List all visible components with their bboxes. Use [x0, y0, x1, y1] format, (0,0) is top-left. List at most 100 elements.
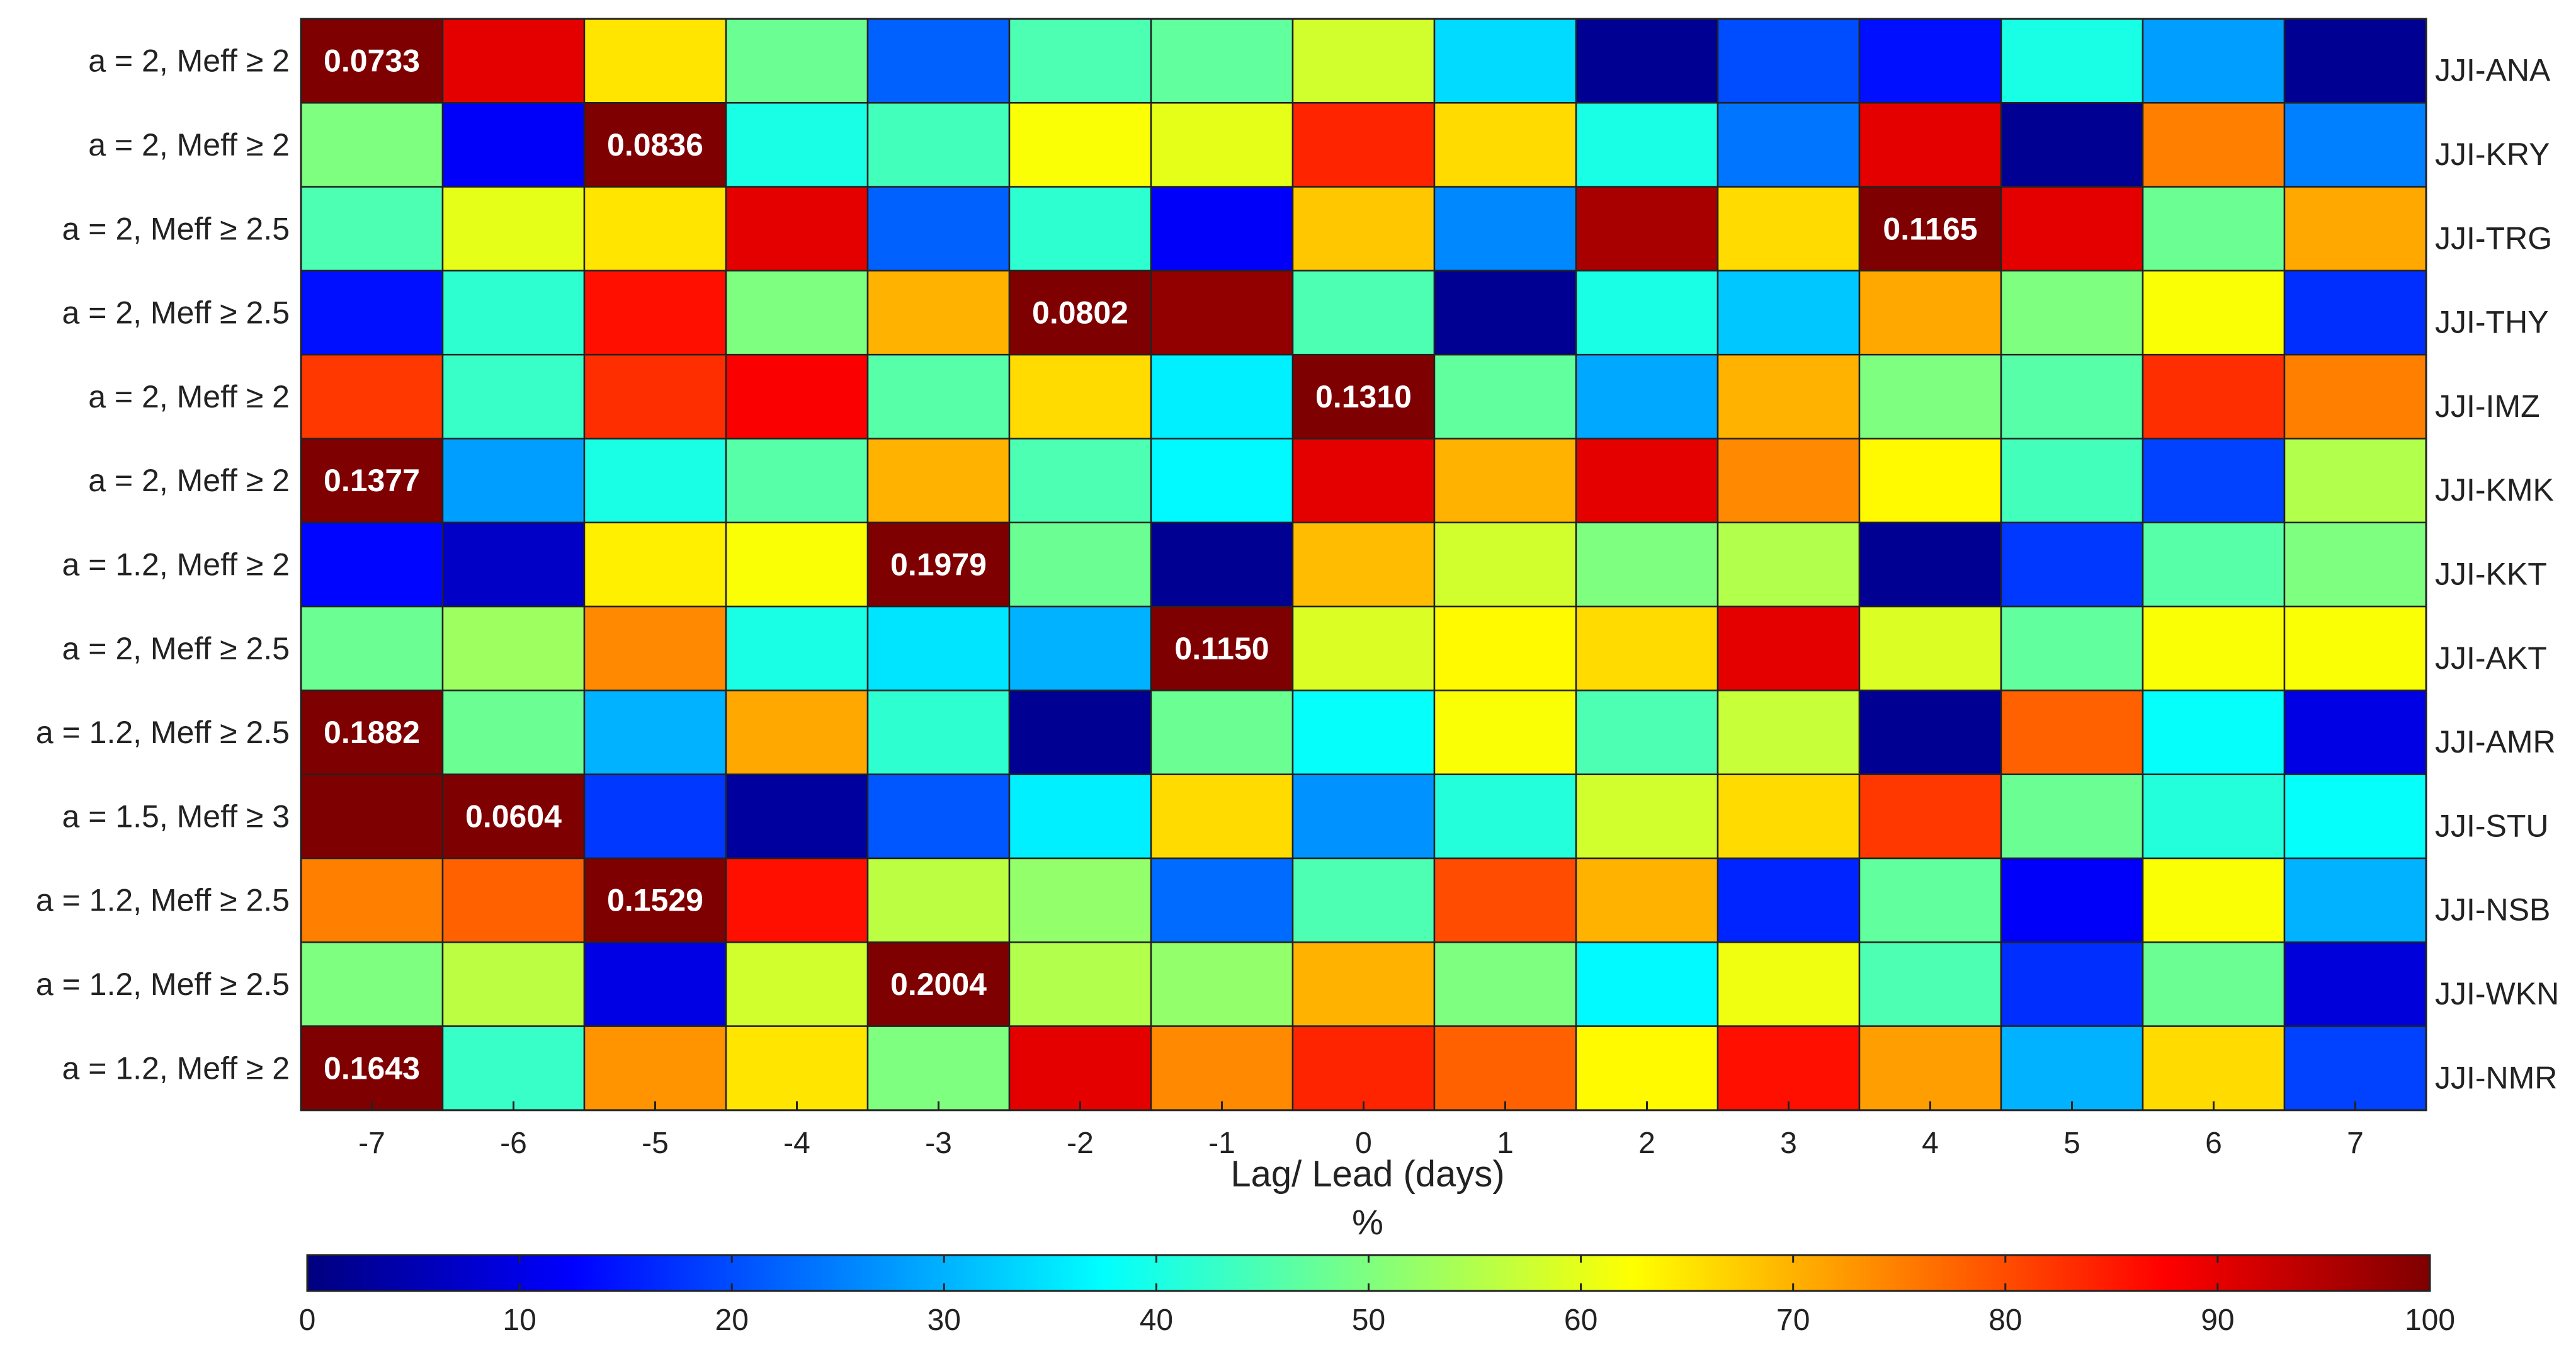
heatmap-cell	[1716, 773, 1861, 860]
heatmap-cell	[866, 102, 1011, 188]
cell-value-label: 0.1529	[607, 883, 703, 918]
heatmap-cell	[1433, 857, 1577, 943]
heatmap-cell	[1150, 102, 1294, 188]
heatmap-cell	[725, 941, 869, 1027]
heatmap-cell	[866, 438, 1011, 524]
left-row-label: a = 1.2, Meff ≥ 2	[62, 547, 290, 582]
heatmap-cell	[1008, 857, 1152, 943]
cell-value-label: 0.0604	[465, 799, 562, 834]
right-row-label: JJI-KMK	[2435, 472, 2554, 508]
heatmap-cell	[300, 270, 444, 356]
heatmap-cell	[300, 102, 444, 188]
heatmap-cell	[583, 605, 727, 691]
heatmap-cell	[441, 773, 586, 860]
heatmap-cell	[2000, 438, 2144, 524]
right-row-label: JJI-TRG	[2435, 220, 2552, 256]
x-axis-title: Lag/ Lead (days)	[1230, 1154, 1504, 1195]
heatmap-cell	[2142, 605, 2286, 691]
cell-value-label: 0.1165	[1883, 211, 1977, 246]
heatmap-cell	[1716, 857, 1861, 943]
heatmap-cell	[1150, 270, 1294, 356]
heatmap-cell	[1150, 186, 1294, 272]
heatmap-cell	[300, 857, 444, 943]
heatmap-cell	[725, 690, 869, 775]
heatmap-cell	[2283, 605, 2427, 691]
heatmap-cell	[866, 270, 1011, 356]
heatmap-cell	[2000, 1025, 2144, 1111]
right-row-label: JJI-KKT	[2435, 556, 2547, 591]
colorbar-tick-label: 80	[1989, 1304, 2022, 1337]
heatmap-cell	[1575, 605, 1719, 691]
left-row-labels: a = 2, Meff ≥ 2 a = 2, Meff ≥ 2 a = 2, Mef…	[36, 43, 290, 1086]
heatmap-cell	[1433, 270, 1577, 356]
heatmap-cell	[1858, 270, 2002, 356]
heatmap-cell	[2142, 102, 2286, 188]
right-row-labels: JJI-ANA JJI-KRY JJI-TRG JJI-THY JJI-IMZ JJI-K…	[2435, 53, 2559, 1096]
colorbar-tick-label: 50	[1352, 1304, 1385, 1337]
heatmap-cell	[1291, 521, 1436, 608]
heatmap-cell	[2283, 773, 2427, 860]
heatmap-cell	[1008, 186, 1152, 272]
cell-value-label: 0.0836	[607, 127, 703, 162]
heatmap-cell	[1858, 773, 2002, 860]
cell-value-label: 0.0733	[324, 43, 420, 79]
heatmap-cell	[2000, 605, 2144, 691]
heatmap-cell	[2000, 102, 2144, 188]
heatmap-cell	[866, 353, 1011, 440]
colorbar-tick-label: 40	[1140, 1304, 1173, 1337]
heatmap-cell	[1433, 941, 1577, 1027]
heatmap-cell	[1150, 18, 1294, 104]
left-row-label: a = 2, Meff ≥ 2.5	[62, 631, 290, 666]
heatmap-cell	[725, 186, 869, 272]
heatmap-cell	[866, 690, 1011, 775]
heatmap-cell	[441, 353, 586, 440]
heatmap-cell	[1716, 438, 1861, 524]
right-row-label: JJI-AKT	[2435, 640, 2547, 676]
heatmap-cell	[441, 18, 586, 104]
heatmap-cell	[1291, 102, 1436, 188]
left-row-label: a = 1.2, Meff ≥ 2.5	[36, 715, 290, 750]
heatmap-cell	[1150, 690, 1294, 775]
heatmap-cell	[1716, 605, 1861, 691]
right-row-label: JJI-IMZ	[2435, 389, 2540, 424]
heatmap-cell	[2000, 18, 2144, 104]
heatmap-cell	[1858, 521, 2002, 608]
heatmap-cell	[2142, 270, 2286, 356]
x-tick-label: -7	[358, 1127, 385, 1160]
heatmap-cell	[2283, 857, 2427, 943]
heatmap-cell	[725, 270, 869, 356]
heatmap-cell	[1008, 1025, 1152, 1111]
heatmap-cell	[1433, 521, 1577, 608]
heatmap-cell	[1575, 773, 1719, 860]
heatmap-cell	[1858, 438, 2002, 524]
x-tick-label: 5	[2063, 1127, 2080, 1160]
cell-value-label: 0.1150	[1174, 631, 1269, 666]
heatmap-cell	[2283, 438, 2427, 524]
heatmap-cell	[2283, 690, 2427, 775]
heatmap-cell	[1433, 18, 1577, 104]
heatmap-cell	[1008, 773, 1152, 860]
heatmap-cell	[300, 18, 444, 104]
x-tick-label: 7	[2347, 1127, 2364, 1160]
heatmap-cell	[1716, 353, 1861, 440]
cell-value-labels: 0.0733 0.0836 0.1165 0.0802 0.1310 0.1377 0.19…	[324, 43, 1978, 1086]
heatmap-cell	[1008, 353, 1152, 440]
x-tick-label: 3	[1780, 1127, 1797, 1160]
cell-value-label: 0.1310	[1315, 379, 1412, 414]
heatmap-cell	[2142, 18, 2286, 104]
heatmap-cell	[1858, 353, 2002, 440]
heatmap-cell	[2142, 857, 2286, 943]
heatmap-cell	[1150, 521, 1294, 608]
heatmap-cell	[2283, 1025, 2427, 1111]
right-row-label: JJI-KRY	[2435, 137, 2550, 172]
x-tick-label: 6	[2205, 1127, 2222, 1160]
heatmap-cell	[2000, 186, 2144, 272]
x-tick-label: 4	[1922, 1127, 1939, 1160]
x-tick-label: -3	[925, 1127, 952, 1160]
heatmap-cell	[1433, 186, 1577, 272]
heatmap-cell	[1575, 102, 1719, 188]
heatmap-cell	[2283, 941, 2427, 1027]
heatmap-cell	[1575, 186, 1719, 272]
heatmap-cell	[1858, 605, 2002, 691]
heatmap-cell	[2283, 521, 2427, 608]
